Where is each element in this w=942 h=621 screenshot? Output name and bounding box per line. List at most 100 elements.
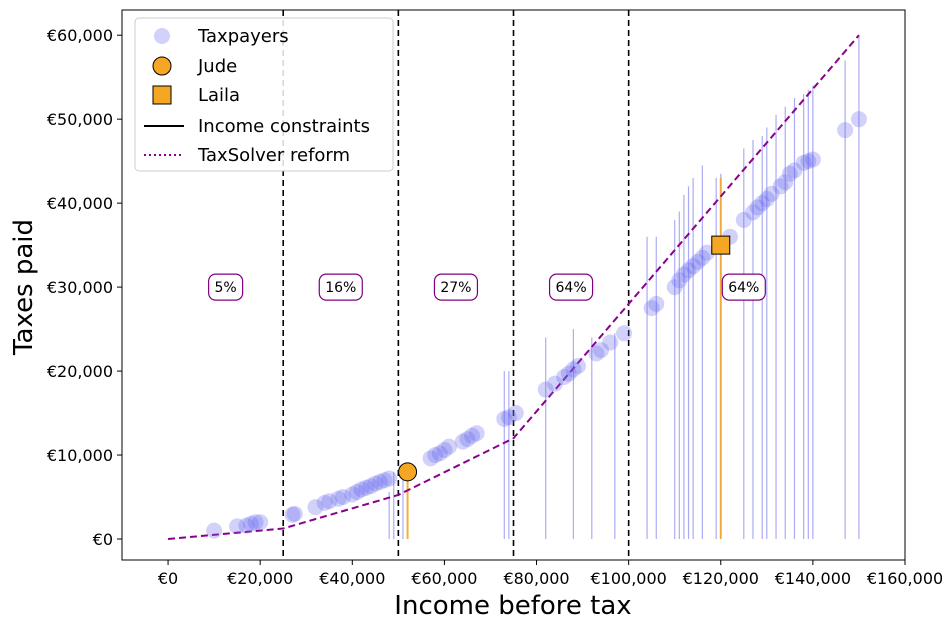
taxpayer-point (786, 162, 803, 179)
y-tick-label: €40,000 (47, 194, 113, 213)
taxpayer-point (496, 410, 513, 427)
taxpayer-point (616, 325, 633, 342)
taxpayer-point (602, 334, 619, 351)
taxpayer-point (441, 438, 458, 455)
bracket-label: 5% (215, 280, 237, 296)
taxpayer-point (745, 204, 762, 221)
taxpayer-point (565, 361, 582, 378)
taxpayer-point (464, 427, 481, 444)
taxpayer-point (671, 272, 688, 289)
taxpayer-point (252, 514, 269, 531)
taxpayer-point (431, 445, 448, 462)
taxpayer-point (689, 253, 706, 270)
bracket-label: 27% (440, 280, 471, 296)
bracket-labels: 5% 16% 27% 64% 64% (208, 273, 766, 301)
taxpayer-point (685, 258, 702, 275)
legend: Taxpayers Jude Laila Income constraints … (134, 17, 394, 172)
taxpayer-point (735, 211, 752, 228)
bracket-label-box (433, 273, 479, 301)
reform-line-group (167, 34, 860, 541)
bracket-label-box (208, 273, 244, 301)
y-tick-label: €20,000 (47, 362, 113, 381)
taxpayer-point (675, 266, 692, 283)
taxpayer-point (286, 505, 303, 522)
taxpayer-point (229, 518, 246, 535)
bracket-label: 64% (728, 280, 759, 296)
taxpayer-point (593, 342, 610, 359)
taxpayer-point (698, 244, 715, 261)
legend-jude-marker (152, 56, 172, 76)
taxpayer-point (376, 472, 393, 489)
x-axis-title: Income before tax (394, 591, 631, 621)
taxpayer-point (560, 365, 577, 382)
legend-taxpayers-label: Taxpayers (197, 26, 289, 47)
bracket-label-box (318, 273, 363, 301)
x-tick-label: €0 (158, 569, 178, 588)
income-constraint-lines (388, 35, 860, 540)
taxpayer-point (643, 300, 660, 317)
x-tick-label: €60,000 (411, 569, 477, 588)
taxpayer-point (749, 199, 766, 216)
taxpayer-point (777, 174, 794, 191)
y-tick-label: €60,000 (47, 26, 113, 45)
bracket-label-box (721, 273, 766, 301)
taxpayer-point (837, 122, 854, 139)
legend-reform-label: TaxSolver reform (197, 145, 350, 166)
taxpayer-point (316, 494, 333, 511)
taxpayer-point (367, 475, 384, 492)
taxpayer-point (569, 358, 586, 375)
legend-box (134, 17, 394, 172)
taxpayer-point (648, 295, 665, 312)
point-laila (711, 235, 731, 255)
taxpayer-point (284, 506, 301, 523)
taxpayer-point (763, 185, 780, 202)
taxpayer-point (666, 279, 683, 296)
y-tick-label: €0 (93, 530, 113, 549)
reform-line (167, 34, 860, 541)
taxpayer-point (507, 405, 524, 422)
taxpayer-points (206, 111, 867, 539)
y-tick-label: €30,000 (47, 278, 113, 297)
x-tick-label: €40,000 (319, 569, 385, 588)
taxpayer-point (358, 479, 375, 496)
y-tick-label: €50,000 (47, 110, 113, 129)
taxpayer-point (754, 195, 771, 212)
taxpayer-point (800, 153, 817, 170)
x-tick-label: €140,000 (775, 569, 851, 588)
taxpayer-point (247, 514, 264, 531)
x-tick-label: €80,000 (503, 569, 569, 588)
x-tick-label: €120,000 (683, 569, 759, 588)
taxpayer-point (850, 111, 867, 128)
x-tick-label: €100,000 (590, 569, 666, 588)
taxpayer-point (468, 425, 485, 442)
taxpayer-point (321, 493, 338, 510)
x-axis-ticks: €0 €20,000 €40,000 €60,000 €80,000 €100,000 €1… (158, 560, 942, 588)
taxpayer-point (422, 450, 439, 467)
bracket-label-box (548, 273, 594, 301)
y-tick-label: €10,000 (47, 446, 113, 465)
taxpayer-point (500, 409, 517, 426)
taxpayer-point (804, 151, 821, 168)
taxpayer-point (454, 433, 471, 450)
legend-laila-label: Laila (198, 85, 240, 106)
taxpayer-point (206, 522, 223, 539)
legend-taxpayers-marker (154, 28, 170, 44)
taxpayer-point (353, 481, 370, 498)
x-tick-label: €20,000 (227, 569, 293, 588)
highlighted-points (398, 235, 731, 482)
taxpayer-point (427, 447, 444, 464)
taxpayer-point (348, 483, 365, 500)
taxpayer-point (242, 515, 259, 532)
taxpayer-point (436, 442, 453, 458)
x-tick-label: €160,000 (867, 569, 942, 588)
legend-jude-label: Jude (197, 56, 237, 77)
point-jude (398, 462, 418, 482)
taxpayer-point (335, 489, 352, 506)
taxpayer-point (307, 499, 324, 516)
legend-constraints-label: Income constraints (198, 116, 370, 137)
taxpayer-point (772, 178, 789, 195)
taxpayer-point (781, 165, 798, 182)
bracket-label: 16% (325, 280, 356, 296)
taxpayer-point (537, 381, 554, 398)
